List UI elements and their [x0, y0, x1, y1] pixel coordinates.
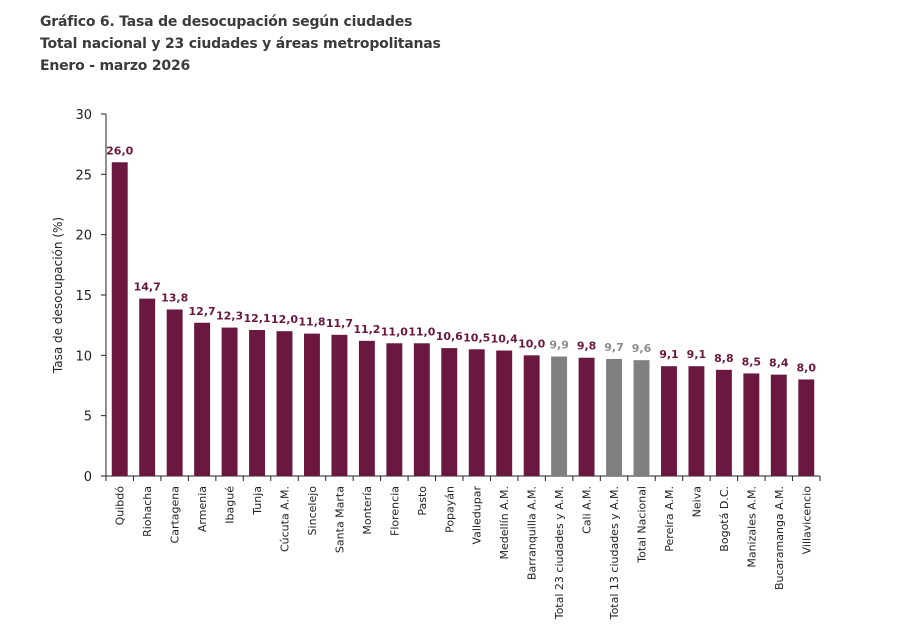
category-label: Armenia [196, 486, 209, 532]
data-label: 9,1 [659, 348, 679, 361]
category-label: Manizales A.M. [745, 486, 758, 568]
data-label: 9,7 [604, 341, 624, 354]
category-label: Ibagué [224, 486, 237, 524]
category-labels: Quibdó Riohacha Cartagena Armenia Ibagué Tunj… [114, 486, 814, 621]
chart-period: Enero - marzo 2026 [40, 58, 191, 74]
y-tick-label: 20 [75, 229, 92, 244]
data-label: 8,5 [742, 355, 762, 368]
bar-city [770, 374, 787, 476]
category-label: Cali A.M. [581, 486, 594, 534]
data-label: 9,6 [632, 342, 652, 355]
data-label: 8,8 [714, 352, 734, 365]
bar-total [551, 356, 568, 476]
bar-total [606, 358, 623, 476]
bar-city [523, 355, 540, 476]
bar-city [496, 350, 513, 476]
bar-city [578, 357, 595, 476]
category-label: Popayán [443, 486, 456, 533]
category-label: Cartagena [169, 486, 182, 543]
data-label: 11,7 [326, 317, 353, 330]
category-label: Santa Marta [333, 486, 346, 553]
x-axis [105, 475, 821, 481]
category-label: Barranquilla A.M. [526, 486, 539, 580]
y-tick-label: 15 [75, 289, 92, 304]
y-tick-label: 0 [84, 470, 92, 485]
bar-city [276, 331, 293, 476]
bar-city [358, 340, 375, 476]
data-label: 9,9 [549, 339, 569, 352]
bar-city [111, 162, 128, 476]
bar-city [715, 369, 732, 476]
data-label: 10,6 [436, 330, 463, 343]
category-label: Montería [361, 486, 374, 535]
data-label: 12,1 [243, 312, 270, 325]
bar-city [798, 379, 815, 476]
category-label: Sincelejo [306, 486, 319, 536]
data-label: 26,0 [106, 144, 133, 157]
category-label: Quibdó [114, 486, 127, 526]
category-label: Cúcuta A.M. [279, 486, 292, 552]
data-label: 8,0 [797, 361, 817, 374]
category-label: Bogotá D.C. [718, 486, 731, 552]
data-label: 9,1 [687, 348, 707, 361]
data-label: 9,8 [577, 340, 597, 353]
category-label: Pasto [416, 486, 429, 516]
data-label: 10,4 [491, 333, 518, 346]
data-label: 11,8 [298, 316, 325, 329]
bar-city [249, 329, 266, 476]
category-label: Total Nacional [636, 486, 649, 564]
bar-city [331, 334, 348, 476]
y-tick-label: 10 [75, 349, 92, 364]
data-label: 8,4 [769, 357, 789, 370]
category-label: Riohacha [141, 486, 154, 537]
bar-city [660, 366, 677, 476]
y-tick-label: 25 [75, 168, 92, 183]
bar-city [468, 349, 485, 476]
data-label: 12,0 [271, 313, 298, 326]
category-label: Total 13 ciudades y A.M. [608, 486, 621, 620]
data-label: 14,7 [134, 281, 161, 294]
bar-city [166, 309, 183, 476]
bar-city [688, 366, 705, 476]
bar-city [413, 343, 430, 476]
bar-city [139, 298, 156, 476]
category-label: Neiva [690, 486, 703, 517]
category-label: Florencia [388, 486, 401, 536]
bar-city [743, 373, 760, 476]
chart-title: Gráfico 6. Tasa de desocupación según ci… [40, 14, 413, 30]
data-label: 11,2 [353, 323, 380, 336]
data-labels: 26,0 14,713,812,7 12,3 12,1 12,0 11,8 11,7 11,2… [106, 144, 816, 374]
category-label: Villavicencio [800, 486, 813, 555]
data-label: 10,0 [518, 337, 545, 350]
y-tick-label: 30 [75, 108, 92, 123]
bar-city [386, 343, 403, 476]
bar-city [194, 322, 211, 476]
chart-title-block: Gráfico 6. Tasa de desocupación según ci… [40, 11, 441, 77]
bar-total [633, 360, 650, 476]
bar-city [441, 348, 458, 476]
bar-city [221, 327, 238, 476]
category-label: Medellín A.M. [498, 486, 511, 559]
bar-city [303, 333, 320, 476]
category-label: Tunja [251, 486, 264, 516]
y-axis: 0 5 10 15 20 25 30 [75, 108, 107, 485]
data-label: 11,0 [381, 325, 408, 338]
chart-subtitle: Total nacional y 23 ciudades y áreas met… [40, 36, 441, 52]
data-label: 10,5 [463, 331, 490, 344]
data-label: 12,3 [216, 310, 243, 323]
data-label: 13,8 [161, 291, 188, 304]
data-label: 12,7 [189, 305, 216, 318]
category-label: Valledupar [471, 486, 484, 545]
category-label: Bucaramanga A.M. [773, 486, 786, 590]
data-label: 11,0 [408, 325, 435, 338]
category-label: Pereira A.M. [663, 486, 676, 552]
category-label: Total 23 ciudades y A.M. [553, 486, 566, 620]
bars [111, 162, 815, 476]
y-tick-label: 5 [84, 410, 92, 425]
y-axis-label: Tasa de desocupación (%) [51, 217, 65, 374]
